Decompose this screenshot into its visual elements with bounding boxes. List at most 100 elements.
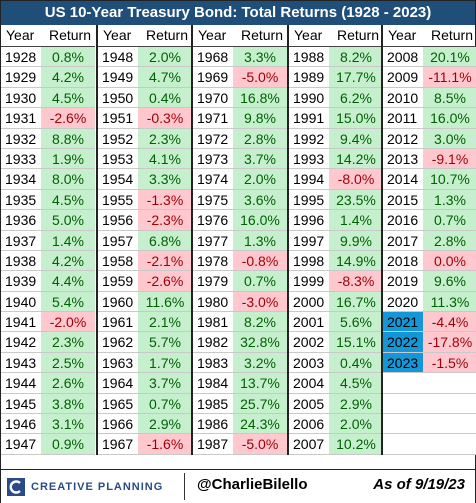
table-row: 1987 -5.0%: [193, 434, 287, 455]
table-row: 1966 2.9%: [98, 414, 192, 435]
footer: CREATIVE PLANNING @CharlieBilello As of …: [1, 469, 475, 503]
year-cell: 2006: [293, 416, 325, 433]
table-row: 1978 -0.8%: [193, 250, 287, 272]
year-cell: 1934: [5, 171, 37, 188]
return-cell: 25.7%: [233, 393, 287, 414]
table-row: 2023 -1.5%: [383, 352, 476, 374]
table-row: 1946 3.1%: [1, 414, 95, 435]
return-cell: -0.3%: [138, 108, 192, 128]
year-cell: 2018: [387, 252, 419, 269]
year-cell: 1930: [5, 89, 37, 106]
return-cell: -2.1%: [138, 250, 192, 271]
table-row: 1965 0.7%: [98, 393, 192, 415]
empty-cell: [423, 373, 476, 393]
table-row: 1944 2.6%: [1, 373, 95, 394]
table-row: 1938 4.2%: [1, 250, 95, 272]
table-row: 1976 16.0%: [193, 210, 287, 231]
return-cell: 4.7%: [138, 67, 192, 87]
year-cell: 1946: [5, 416, 37, 433]
return-cell: 3.8%: [41, 393, 95, 414]
empty-cell: [423, 414, 476, 434]
return-cell: 5.7%: [138, 332, 192, 352]
table-row: 1929 4.2%: [1, 67, 95, 88]
year-cell: 2007: [293, 436, 325, 453]
return-cell: 11.6%: [138, 291, 192, 312]
return-cell: 4.4%: [41, 271, 95, 291]
table-row: 2020 11.3%: [383, 291, 476, 313]
year-cell: 1933: [5, 150, 37, 167]
return-cell: 32.8%: [233, 332, 287, 352]
return-cell: 16.0%: [233, 210, 287, 230]
table-row: 1928 0.8%: [1, 47, 95, 68]
return-cell: 15.1%: [329, 332, 383, 352]
return-cell: 5.4%: [41, 291, 95, 312]
year-cell: 1958: [102, 252, 134, 269]
table-row: 2006 2.0%: [289, 414, 383, 435]
table-row: 1935 4.5%: [1, 189, 95, 211]
table-row: 2000 16.7%: [289, 291, 383, 313]
return-cell: -2.0%: [41, 312, 95, 332]
year-cell: 1983: [197, 354, 229, 371]
year-cell: 1962: [102, 334, 134, 351]
year-header: Year: [198, 27, 227, 43]
year-cell: 2016: [387, 212, 419, 229]
year-cell: 1988: [293, 49, 325, 65]
return-cell: -8.0%: [329, 169, 383, 189]
return-cell: 0.0%: [423, 250, 476, 271]
return-cell: 17.7%: [329, 67, 383, 87]
table-row: [383, 373, 476, 394]
table-column-group: Year Return 1968 3.3% 1969 -5.0% 1970 16.8% 1971…: [191, 25, 287, 455]
table-row: 1958 -2.1%: [98, 250, 192, 272]
return-cell: 9.6%: [423, 271, 476, 291]
table-row: 1970 16.8%: [193, 87, 287, 109]
year-cell: 1973: [197, 150, 229, 167]
table-row: 2010 8.5%: [383, 87, 476, 109]
table-row: 1931 -2.6%: [1, 108, 95, 129]
return-cell: -0.8%: [233, 250, 287, 271]
table-row: 1947 0.9%: [1, 434, 95, 455]
table-row: 1982 32.8%: [193, 332, 287, 353]
return-cell: -17.8%: [423, 332, 476, 352]
return-header: Return: [145, 27, 189, 43]
year-cell: 1957: [102, 232, 134, 249]
year-cell: 1993: [293, 150, 325, 167]
year-cell: 2001: [293, 314, 325, 331]
table-row: 1981 8.2%: [193, 312, 287, 333]
year-cell: 1945: [5, 395, 37, 412]
table-row: 1957 6.8%: [98, 230, 192, 251]
year-cell: 1928: [5, 49, 37, 65]
table-row: 1945 3.8%: [1, 393, 95, 415]
table-row: 1975 3.6%: [193, 189, 287, 211]
year-cell: 2020: [387, 293, 419, 310]
year-cell: 1987: [197, 436, 229, 453]
year-cell: 1970: [197, 89, 229, 106]
table-row: 2002 15.1%: [289, 332, 383, 353]
table-row: 1952 2.3%: [98, 128, 192, 149]
return-cell: 8.2%: [233, 312, 287, 332]
year-cell: 1986: [197, 416, 229, 433]
year-cell: 1974: [197, 171, 229, 188]
table-row: 1962 5.7%: [98, 332, 192, 353]
return-cell: 1.4%: [41, 230, 95, 250]
return-cell: -1.3%: [138, 189, 192, 210]
table-column-group: Year Return 1928 0.8% 1929 4.2% 1930 4.5% 1931 -2…: [1, 25, 95, 455]
return-cell: 9.9%: [329, 230, 383, 250]
table-row: 1948 2.0%: [98, 47, 192, 68]
table-row: 1996 1.4%: [289, 210, 383, 231]
return-cell: 2.9%: [329, 393, 383, 414]
column-header: Year Return: [1, 25, 95, 47]
year-cell: 1932: [5, 130, 37, 147]
return-cell: 4.5%: [41, 189, 95, 210]
year-cell: 1972: [197, 130, 229, 147]
year-cell: 2011: [387, 110, 418, 127]
return-cell: 0.8%: [41, 47, 95, 67]
return-cell: 2.0%: [138, 47, 192, 67]
table-row: 2016 0.7%: [383, 210, 476, 231]
footer-divider: [184, 473, 185, 500]
year-cell: 1969: [197, 69, 229, 86]
table-row: 2011 16.0%: [383, 108, 476, 129]
year-cell: 1931: [5, 110, 37, 127]
year-cell: 2017: [387, 232, 419, 249]
table-row: 1949 4.7%: [98, 67, 192, 88]
table-row: 2019 9.6%: [383, 271, 476, 292]
